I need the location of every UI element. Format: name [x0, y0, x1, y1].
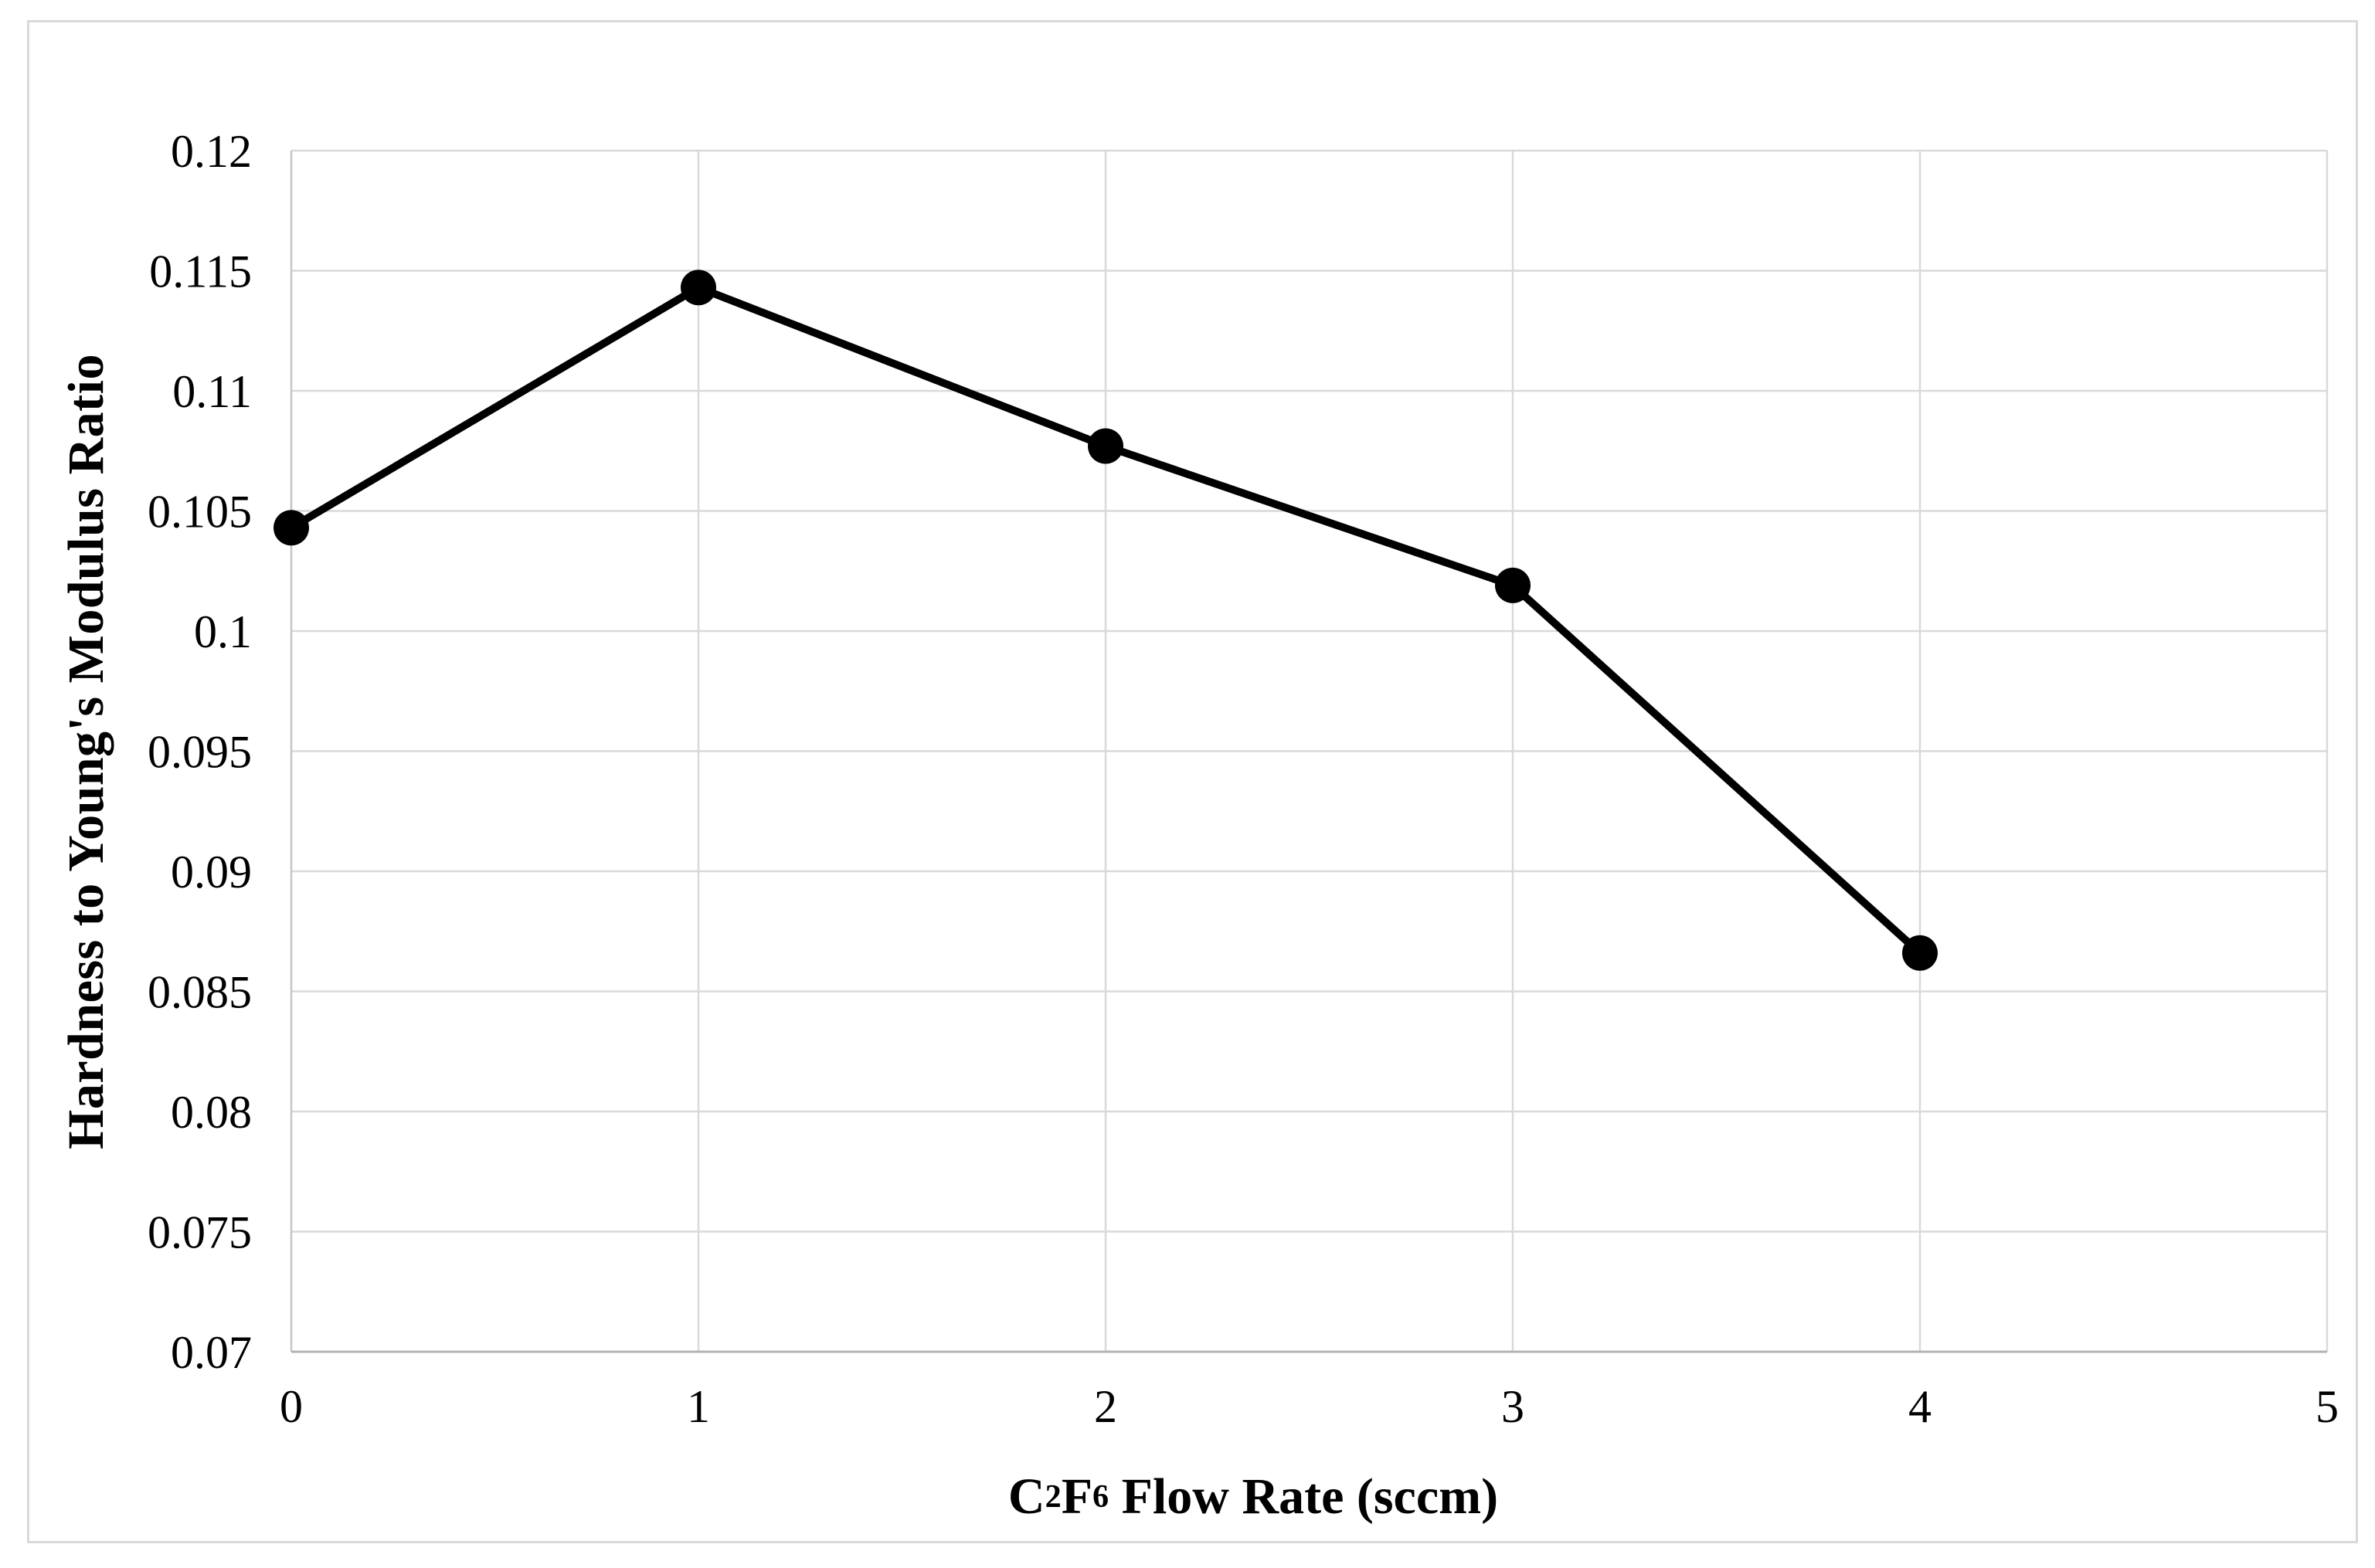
y-tick-label: 0.085 — [148, 967, 252, 1018]
x-axis-title-symbol-c: C — [1007, 1468, 1045, 1525]
x-axis-title-symbol-f: F — [1061, 1468, 1093, 1525]
x-axis-title-text: Flow Rate (sccm) — [1109, 1468, 1499, 1525]
x-tick-label: 3 — [1501, 1381, 1524, 1432]
data-point — [1088, 428, 1123, 464]
x-tick-label: 2 — [1094, 1381, 1117, 1432]
y-tick-label: 0.11 — [172, 366, 252, 417]
data-point — [1495, 567, 1531, 603]
y-tick-label: 0.07 — [171, 1327, 252, 1378]
y-tick-label: 0.1 — [194, 606, 252, 657]
y-tick-label: 0.09 — [171, 847, 252, 898]
data-point — [274, 510, 309, 546]
y-axis-title-container: Hardness to Young's Modulus Ratio — [39, 151, 134, 1352]
y-tick-label: 0.115 — [149, 246, 252, 297]
y-tick-label: 0.12 — [171, 126, 252, 177]
y-tick-label: 0.105 — [148, 487, 252, 538]
x-tick-label: 1 — [687, 1381, 710, 1432]
y-tick-label: 0.08 — [171, 1087, 252, 1138]
data-point — [681, 270, 716, 306]
y-tick-label: 0.075 — [148, 1207, 252, 1258]
x-tick-label: 5 — [2316, 1381, 2339, 1432]
x-tick-label: 0 — [280, 1381, 303, 1432]
data-point — [1902, 935, 1938, 971]
x-tick-label: 4 — [1908, 1381, 1932, 1432]
y-axis-title: Hardness to Young's Modulus Ratio — [58, 353, 114, 1149]
y-tick-label: 0.095 — [148, 727, 252, 778]
